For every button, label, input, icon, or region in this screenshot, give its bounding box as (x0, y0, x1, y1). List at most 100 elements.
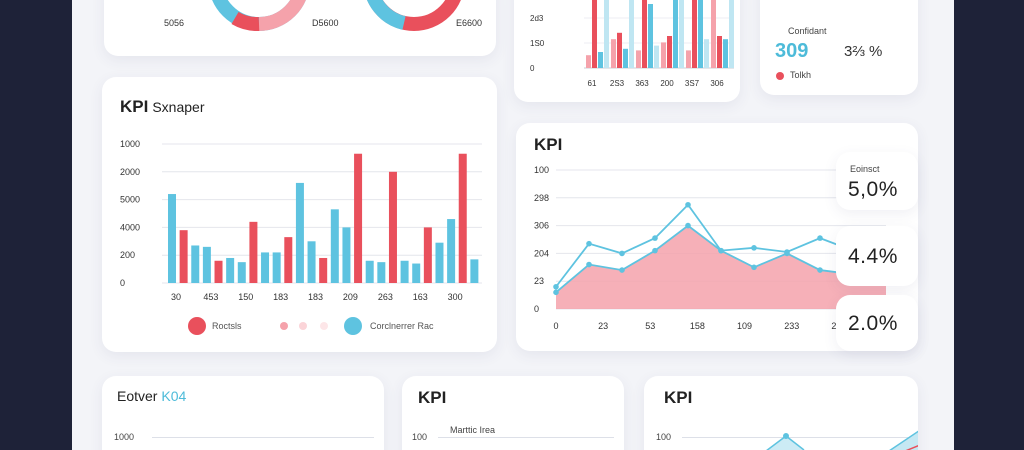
side-kpi-card-1: Eoinsct 5,0% (836, 152, 918, 210)
main-bar-series3-bar (330, 209, 339, 283)
main-bar-series2-bar (284, 237, 293, 283)
line-series2-point (619, 250, 625, 257)
bottom-card-3-mini-chart (766, 430, 918, 450)
main-bar-series2-bar (179, 230, 188, 283)
main-bar-title: KPI Sxnaper (120, 97, 205, 117)
small-bar-series3-bar (723, 39, 728, 68)
main-bar-y-tick: 5000 (120, 195, 140, 205)
donut-chart-left (212, 0, 461, 31)
legend-label-2: Corclnerrer Rac (370, 321, 434, 331)
main-bar-x-tick: 163 (413, 292, 428, 302)
line-y-tick: 298 (534, 193, 549, 203)
line-series1-point (619, 267, 625, 273)
line-y-tick: 0 (534, 304, 539, 314)
small-bar-series1-bar (586, 55, 591, 68)
main-bar-y-tick: 4000 (120, 222, 140, 232)
small-bar-series4-bar (629, 0, 634, 68)
main-bar-series3-bar (365, 260, 374, 283)
small-bar-series2-bar (592, 0, 597, 69)
top-kpi-percent: 3⅔ % (844, 43, 883, 60)
small-bar-y-tick: 2d3 (530, 14, 544, 23)
side-kpi-value-2: 4.4% (848, 245, 898, 268)
main-bar-x-tick: 263 (378, 292, 393, 302)
side-kpi-value-3: 2.0% (848, 312, 898, 335)
line-x-tick: 109 (737, 321, 752, 331)
line-series1-point (817, 267, 823, 273)
donut-label-right: E6600 (456, 18, 483, 28)
main-bar-series2-bar (354, 153, 363, 283)
small-bar-series1-bar (711, 0, 716, 68)
line-series2-point (751, 245, 757, 251)
line-y-tick: 100 (534, 165, 549, 175)
donut-label-mid: D5600 (312, 18, 339, 28)
legend-dot-light (299, 322, 307, 330)
small-bar-series2-bar (667, 36, 672, 68)
line-series2-point (586, 240, 592, 247)
top-kpi-legend-label: Tolkh (790, 70, 812, 80)
top-kpi-label: Confidant (788, 26, 827, 36)
bottom-card-1: Eotver K04 1000 (102, 376, 384, 450)
small-bar-series1-bar (636, 50, 641, 68)
top-kpi-value: 309 (775, 40, 809, 62)
main-bar-series1-bar (307, 241, 316, 283)
main-bar-series3-bar (261, 252, 270, 283)
small-bar-series1-bar (661, 42, 666, 68)
small-bar-x-tick: 200 (660, 79, 674, 88)
bottom-card-1-accent: K04 (161, 388, 187, 404)
line-x-tick: 23 (598, 321, 608, 331)
small-bar-series4-bar (704, 39, 709, 68)
main-bar-series1-bar (412, 263, 421, 283)
line-x-tick: 53 (645, 321, 655, 331)
main-bar-title-text: KPI (120, 97, 149, 116)
bottom-card-2-tick: 100 (412, 432, 428, 442)
line-chart-title: KPI (534, 135, 563, 154)
main-bar-y-tick: 0 (120, 278, 125, 288)
small-bar-series3-bar (698, 0, 703, 69)
bottom-card-3-gridline (682, 437, 908, 438)
small-bar-series3-bar (673, 0, 678, 68)
top-kpi-card: Confidant 309 3⅔ % Tolkh (760, 0, 918, 95)
main-bar-series3-bar (470, 259, 479, 283)
bottom-card-3-title: KPI (664, 388, 693, 407)
main-bar-series2-bar (249, 221, 258, 283)
small-bar-x-tick: 61 (588, 79, 597, 88)
small-bar-series2-bar (692, 0, 697, 69)
legend-dot-blue (344, 317, 362, 335)
line-series1-point (685, 222, 691, 229)
main-bar-series3-bar (435, 242, 444, 283)
line-series1-point (652, 247, 658, 254)
main-bar-y-tick: 1000 (120, 139, 140, 149)
donut-card: 5056 D5600 E6600 (104, 0, 496, 56)
bottom-card-3: KPI 100 (644, 376, 918, 450)
line-area-fill (556, 225, 886, 309)
small-bar-series3-bar (598, 52, 603, 68)
line-series2-point (553, 283, 559, 290)
main-bar-x-tick: 183 (273, 292, 288, 302)
main-bar-series1-bar (168, 194, 176, 283)
small-bar-series2-bar (717, 36, 722, 68)
small-bar-series4-bar (654, 45, 659, 68)
bottom-card-1-title: Eotver K04 (117, 388, 186, 404)
main-bar-series2-bar (423, 227, 432, 283)
bottom-card-2-subtitle: Marttic Irea (450, 425, 496, 435)
legend-item-1: Roctsls (188, 317, 242, 335)
side-kpi-value-1: 5,0% (848, 178, 898, 201)
bottom-card-1-title-text: Eotver (117, 388, 158, 404)
main-bar-series3-bar (295, 182, 304, 283)
bottom-card-3-tick: 100 (656, 432, 672, 442)
small-bar-x-tick: 306 (710, 79, 724, 88)
small-bar-y-tick: 1S0 (530, 39, 545, 48)
small-bar-x-tick: 363 (635, 79, 649, 88)
line-series2-point (685, 201, 691, 208)
line-series1-point (751, 264, 757, 271)
small-bar-card: 2d3 1S0 0 61 2S3 363 200 3S7 306 (514, 0, 740, 102)
legend-label-1: Roctsls (212, 321, 242, 331)
line-x-tick: 158 (690, 321, 705, 331)
main-bar-series2-bar (214, 260, 223, 283)
legend-dot-pink (280, 322, 288, 330)
line-series2-point (784, 249, 790, 255)
small-bar-series4-bar (729, 0, 734, 68)
side-kpi-card-3: 2.0% (836, 295, 918, 351)
main-bar-series1-bar (237, 262, 246, 283)
